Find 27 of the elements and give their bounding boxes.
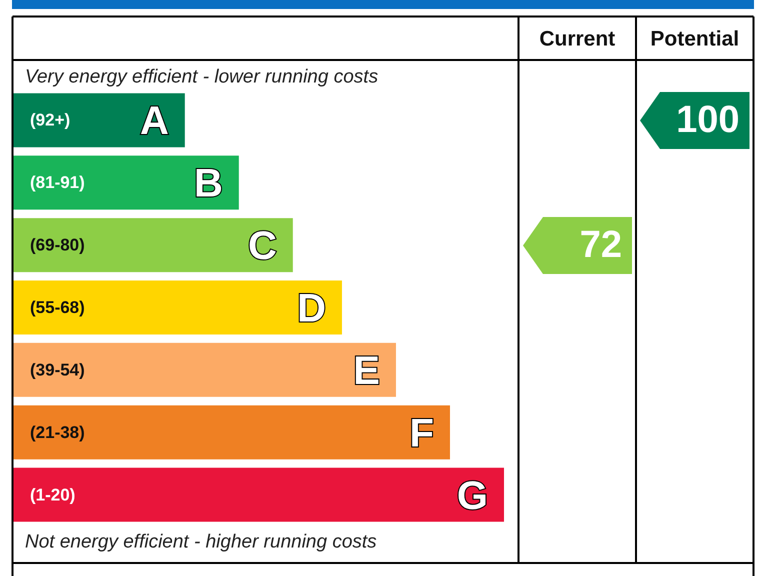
bar (13, 342, 396, 397)
bar (13, 156, 239, 210)
y-tick-label: D (297, 286, 326, 330)
text: 72 (580, 222, 622, 268)
y-tick-label: F (410, 411, 434, 456)
text: Not energy efficient - higher running costs (25, 532, 378, 552)
annotation: (69-80) (30, 236, 85, 255)
bar (13, 405, 450, 460)
annotation: (55-68) (30, 298, 85, 317)
bar (13, 218, 293, 272)
text: Current (539, 28, 616, 50)
y-tick-label: C (248, 224, 277, 268)
y-tick-label: G (456, 474, 488, 518)
annotation: (92+) (30, 110, 70, 130)
annotation: (39-54) (30, 360, 85, 380)
y-tick-label: B (194, 162, 223, 206)
annotation: (21-38) (30, 422, 85, 442)
bar (13, 93, 185, 148)
annotation: (1-20) (30, 485, 76, 504)
text: Very energy efficient - lower running costs (25, 66, 379, 88)
bar (13, 468, 504, 522)
text: 100 (676, 98, 740, 143)
text: Potential (650, 28, 740, 50)
annotation: (81-91) (30, 173, 85, 192)
bar (13, 280, 342, 334)
y-tick-label: E (353, 348, 380, 393)
y-tick-label: A (140, 99, 169, 144)
